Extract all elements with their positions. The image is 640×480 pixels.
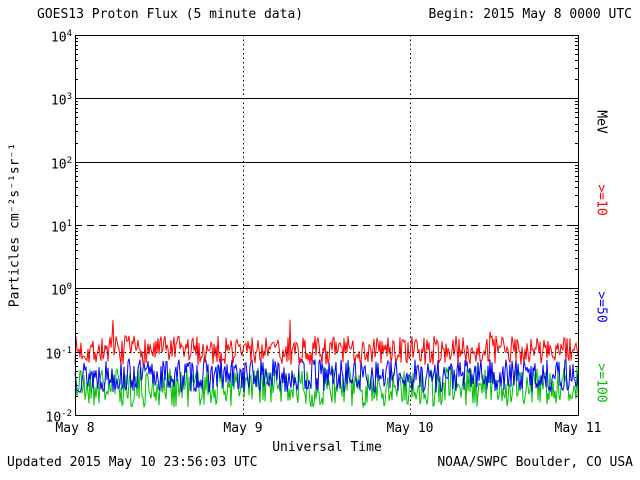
x-tick-label: May 9 — [223, 421, 263, 436]
x-tick-label: May 11 — [554, 421, 602, 436]
y-tick-label: 102 — [50, 156, 72, 173]
chart-title: GOES13 Proton Flux (5 minute data) — [37, 7, 304, 22]
begin-time-label: Begin: 2015 May 8 0000 UTC — [428, 7, 633, 22]
unit-label: MeV — [593, 110, 609, 134]
x-axis-label: Universal Time — [272, 440, 382, 455]
plot-frame — [75, 35, 579, 416]
y-tick-label: 103 — [50, 92, 72, 109]
y-axis-label: Particles cm⁻²s⁻¹sr⁻¹ — [7, 142, 23, 308]
updated-timestamp: Updated 2015 May 10 23:56:03 UTC — [7, 455, 258, 470]
y-tick-label: 10-2 — [45, 409, 73, 426]
x-tick-label: May 10 — [386, 421, 434, 436]
series-trace-10 — [74, 319, 579, 366]
series-label-0: >=10 — [593, 184, 609, 216]
x-tick-label: May 8 — [55, 421, 95, 436]
series-trace-50 — [74, 358, 579, 394]
y-tick-label: 104 — [50, 29, 72, 46]
series-label-1: >=50 — [593, 291, 609, 323]
series-label-2: >=100 — [593, 363, 609, 403]
y-tick-label: 101 — [50, 219, 72, 236]
source-attribution: NOAA/SWPC Boulder, CO USA — [437, 455, 633, 470]
y-tick-label: 10-1 — [45, 346, 73, 363]
y-tick-label: 100 — [50, 282, 72, 299]
